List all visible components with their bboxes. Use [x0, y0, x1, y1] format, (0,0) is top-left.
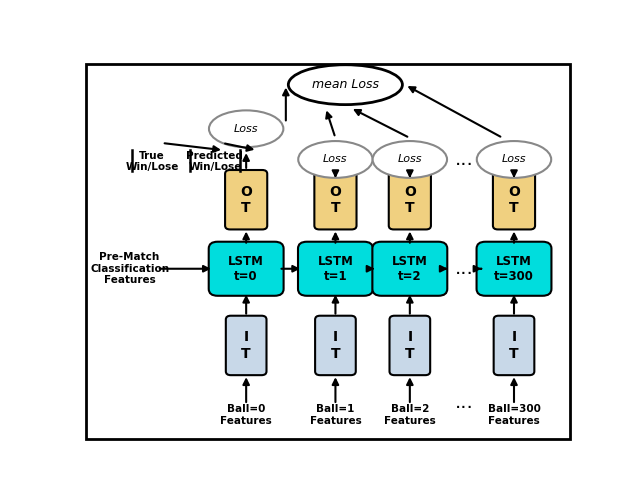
Text: Predicted
Win/Lose: Predicted Win/Lose: [186, 150, 243, 172]
Text: O
T: O T: [508, 185, 520, 215]
FancyBboxPatch shape: [477, 242, 552, 296]
FancyBboxPatch shape: [390, 316, 430, 375]
Text: I
T: I T: [241, 330, 251, 361]
FancyBboxPatch shape: [225, 170, 268, 230]
Text: mean Loss: mean Loss: [312, 78, 379, 91]
Text: LSTM
t=300: LSTM t=300: [494, 255, 534, 283]
Text: Ball=1
Features: Ball=1 Features: [310, 404, 362, 426]
Text: O
T: O T: [330, 185, 341, 215]
FancyBboxPatch shape: [226, 316, 266, 375]
Ellipse shape: [477, 141, 551, 178]
FancyBboxPatch shape: [493, 170, 535, 230]
Text: LSTM
t=1: LSTM t=1: [317, 255, 353, 283]
Text: ...: ...: [455, 150, 474, 169]
FancyBboxPatch shape: [209, 242, 284, 296]
Text: I
T: I T: [331, 330, 340, 361]
Text: LSTM
t=2: LSTM t=2: [392, 255, 428, 283]
FancyBboxPatch shape: [86, 64, 570, 439]
FancyBboxPatch shape: [388, 170, 431, 230]
FancyBboxPatch shape: [298, 242, 373, 296]
Text: Ball=300
Features: Ball=300 Features: [488, 404, 540, 426]
Text: I
T: I T: [405, 330, 415, 361]
Ellipse shape: [372, 141, 447, 178]
Text: I
T: I T: [509, 330, 519, 361]
FancyBboxPatch shape: [314, 170, 356, 230]
FancyBboxPatch shape: [493, 316, 534, 375]
Text: O
T: O T: [404, 185, 416, 215]
FancyBboxPatch shape: [372, 242, 447, 296]
Text: O
T: O T: [240, 185, 252, 215]
Ellipse shape: [209, 111, 284, 147]
Text: Loss: Loss: [234, 124, 259, 134]
Text: Loss: Loss: [502, 154, 526, 164]
Text: LSTM
t=0: LSTM t=0: [228, 255, 264, 283]
Ellipse shape: [298, 141, 372, 178]
FancyBboxPatch shape: [315, 316, 356, 375]
Text: ...: ...: [455, 393, 474, 412]
Ellipse shape: [288, 65, 403, 105]
Text: Pre-Match
Classification
Features: Pre-Match Classification Features: [90, 252, 169, 285]
Text: ...: ...: [455, 259, 474, 278]
Text: True
Win/Lose: True Win/Lose: [125, 150, 179, 172]
Text: Loss: Loss: [323, 154, 348, 164]
Text: Loss: Loss: [397, 154, 422, 164]
Text: Ball=2
Features: Ball=2 Features: [384, 404, 436, 426]
Text: Ball=0
Features: Ball=0 Features: [220, 404, 272, 426]
